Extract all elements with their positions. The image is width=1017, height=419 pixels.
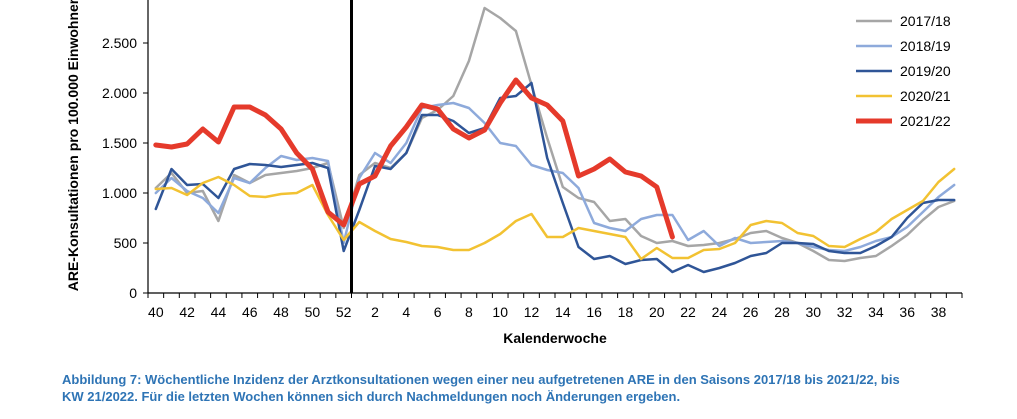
y-tick-label: 500 [114,235,138,251]
x-tick-label: 48 [273,304,289,320]
x-tick-label: 32 [837,304,853,320]
legend-label: 2020/21 [900,88,951,104]
legend: 2017/18 2018/19 2019/20 2020/21 2021/22 [856,13,951,129]
x-tick-label: 22 [680,304,696,320]
x-tick-label: 12 [524,304,540,320]
caption-line-2: KW 21/2022. Für die letzten Wochen könne… [62,389,681,404]
y-axis-ticks: 0 500 1.000 1.500 2.000 2.500 [102,35,148,301]
x-tick-label: 28 [774,304,790,320]
series-line-2019-20 [154,81,956,274]
x-tick-label: 16 [586,304,602,320]
legend-label: 2017/18 [900,13,951,29]
y-axis-title: ARE-Konsultationen pro 100.000 Einwohner [65,0,81,291]
x-axis-ticks: 40 42 44 46 48 50 52 2 4 6 8 10 12 14 16 18 20 22 24 26 28 30… [147,293,963,320]
series-layer [153,6,956,274]
x-tick-label: 14 [555,304,571,320]
y-tick-label: 2.000 [102,85,137,101]
legend-label: 2018/19 [900,38,951,54]
figure-caption: Abbildung 7: Wöchentliche Inzidenz der A… [62,371,1002,405]
x-tick-label: 40 [148,304,164,320]
x-tick-label: 26 [743,304,759,320]
series-line-2021-22 [153,77,675,240]
x-axis-title: Kalenderwoche [503,330,607,346]
x-tick-label: 6 [434,304,442,320]
x-tick-label: 42 [179,304,195,320]
y-tick-label: 0 [129,285,137,301]
x-tick-label: 50 [305,304,321,320]
legend-label: 2021/22 [900,113,951,129]
x-tick-label: 36 [899,304,915,320]
x-tick-label: 2 [371,304,379,320]
x-tick-label: 4 [402,304,410,320]
x-tick-label: 20 [649,304,665,320]
y-tick-label: 1.500 [102,135,137,151]
x-tick-label: 34 [868,304,884,320]
caption-line-1: Abbildung 7: Wöchentliche Inzidenz der A… [62,372,900,387]
x-tick-label: 24 [712,304,728,320]
legend-label: 2019/20 [900,63,951,79]
x-tick-label: 44 [211,304,227,320]
x-tick-label: 8 [465,304,473,320]
series-line-2020-21 [154,167,956,261]
series-line-2017-18 [154,6,956,263]
x-tick-label: 38 [931,304,947,320]
y-tick-label: 1.000 [102,185,137,201]
x-tick-label: 10 [492,304,508,320]
x-tick-label: 46 [242,304,258,320]
x-tick-label: 18 [618,304,634,320]
y-tick-label: 2.500 [102,35,137,51]
x-tick-label: 52 [336,304,352,320]
x-tick-label: 30 [805,304,821,320]
